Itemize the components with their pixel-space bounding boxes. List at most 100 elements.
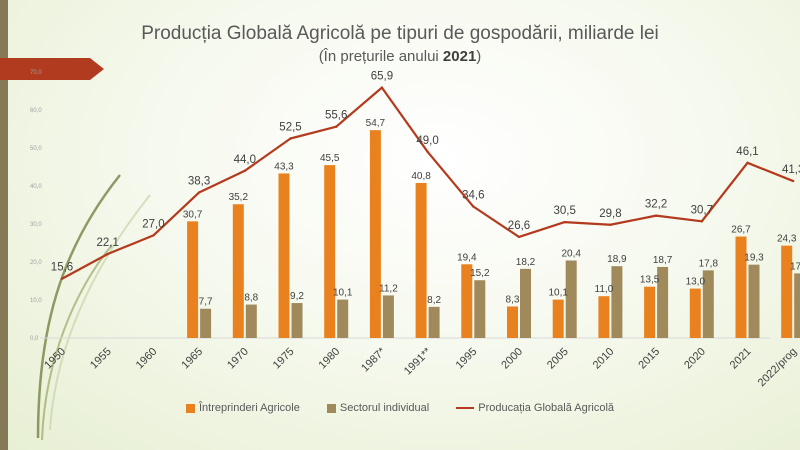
data-label-enterprises: 11,0 xyxy=(595,284,614,295)
bar-enterprises xyxy=(278,173,290,338)
data-label-total: 38,3 xyxy=(188,175,210,187)
data-label-individual: 9,2 xyxy=(290,291,304,302)
y-tick-label: 0,0 xyxy=(30,336,39,342)
data-label-total: 22,1 xyxy=(97,237,119,249)
legend-swatch-enterprises xyxy=(185,403,195,413)
y-tick-label: 20,0 xyxy=(30,260,42,266)
data-label-enterprises: 8,3 xyxy=(506,294,520,305)
data-label-enterprises: 45,5 xyxy=(320,153,340,164)
line-point-total xyxy=(289,137,292,140)
bar-individual xyxy=(200,308,212,338)
y-tick-label: 50,0 xyxy=(30,146,42,152)
line-point-total xyxy=(60,277,64,280)
x-tick-label: 1995 xyxy=(454,346,480,372)
line-point-total xyxy=(792,179,795,183)
bar-individual xyxy=(428,306,440,338)
bar-individual xyxy=(520,268,531,338)
left-accent-bar xyxy=(0,0,8,450)
bar-enterprises xyxy=(187,221,199,338)
line-point-total xyxy=(472,205,475,208)
legend-label-total: Producația Globală Agricolă xyxy=(478,402,615,415)
title-banner-arrow xyxy=(0,58,104,80)
line-point-total xyxy=(197,191,201,194)
data-label-total: 27,0 xyxy=(142,218,164,230)
x-tick-label: 2022/prog xyxy=(756,346,800,390)
line-point-total xyxy=(106,252,109,256)
x-tick-label: 1991** xyxy=(402,345,434,377)
data-label-total: 52,5 xyxy=(279,122,301,134)
legend-label-individual: Sectorul individual xyxy=(339,402,430,415)
data-label-enterprises: 13,5 xyxy=(640,275,660,286)
data-label-total: 30,7 xyxy=(691,204,713,216)
legend-label-enterprises: Întreprinderi Agricole xyxy=(198,402,300,415)
data-label-individual: 7,7 xyxy=(199,297,213,308)
bar-individual xyxy=(474,280,486,338)
x-tick-label: 1965 xyxy=(179,346,205,372)
bar-enterprises xyxy=(644,286,656,338)
bar-individual xyxy=(382,295,394,338)
data-label-individual: 19,3 xyxy=(744,253,764,264)
line-point-total xyxy=(654,214,658,217)
data-label-total: 32,2 xyxy=(645,199,667,211)
legend-line-total xyxy=(456,407,475,410)
bar-individual xyxy=(611,266,623,338)
data-label-enterprises: 19,4 xyxy=(457,252,477,263)
data-label-individual: 17,8 xyxy=(699,258,719,269)
y-tick-label: 30,0 xyxy=(30,222,42,228)
line-point-total xyxy=(746,161,749,165)
bar-enterprises xyxy=(689,288,701,338)
bar-enterprises xyxy=(781,245,793,338)
vine-decoration xyxy=(41,244,113,441)
x-tick-label: 1987* xyxy=(359,345,388,374)
y-tick-label: 70,0 xyxy=(30,70,42,76)
data-label-individual: 18,2 xyxy=(516,257,536,268)
bar-individual xyxy=(702,270,714,338)
data-label-enterprises: 13,0 xyxy=(686,277,706,288)
subtitle-year: 2021 xyxy=(442,48,477,65)
data-label-individual: 17,0 xyxy=(790,261,800,272)
data-label-enterprises: 26,7 xyxy=(731,225,751,236)
y-tick-label: 40,0 xyxy=(30,184,42,190)
bar-enterprises xyxy=(415,182,427,338)
x-tick-label: 2021 xyxy=(728,346,754,372)
data-label-total: 34,6 xyxy=(462,190,484,202)
data-label-individual: 18,7 xyxy=(653,255,673,266)
x-tick-label: 2005 xyxy=(545,346,571,372)
data-label-enterprises: 54,7 xyxy=(366,118,386,129)
y-tick-label: 60,0 xyxy=(30,108,42,114)
data-label-total: 49,0 xyxy=(416,135,438,147)
bar-enterprises xyxy=(461,264,473,338)
data-label-total: 46,1 xyxy=(736,146,758,158)
bar-individual xyxy=(657,266,669,338)
subtitle-suffix: ) xyxy=(476,48,482,65)
vine-decoration xyxy=(49,194,151,431)
data-label-individual: 8,2 xyxy=(427,295,441,306)
chart-title: Producția Globală Agricolă pe tipuri de … xyxy=(0,22,800,68)
line-point-total xyxy=(243,169,246,172)
x-tick-label: 2000 xyxy=(499,346,525,372)
bar-enterprises xyxy=(598,296,610,338)
line-point-total xyxy=(426,150,429,153)
line-point-total xyxy=(335,125,338,128)
legend: Întreprinderi Agricole Sectorul individu… xyxy=(0,402,800,414)
line-point-total xyxy=(700,220,703,223)
bar-individual xyxy=(245,304,257,338)
data-label-total: 30,5 xyxy=(554,205,576,217)
bar-individual xyxy=(337,299,349,338)
x-tick-label: 2015 xyxy=(636,346,662,372)
legend-item-individual: Sectorul individual xyxy=(326,402,430,415)
x-tick-label: 1980 xyxy=(317,346,343,372)
x-tick-label: 1975 xyxy=(271,346,297,372)
bar-individual xyxy=(565,260,577,338)
line-point-total xyxy=(152,234,155,237)
title-main: Producția Globală Agricolă pe tipuri de … xyxy=(141,23,659,44)
data-label-total: 29,8 xyxy=(599,208,621,220)
bar-enterprises xyxy=(552,299,564,338)
bar-enterprises xyxy=(735,236,747,338)
title-subtitle: (În prețurile anului 2021) xyxy=(0,46,800,68)
data-label-individual: 15,2 xyxy=(470,268,490,279)
data-label-enterprises: 35,2 xyxy=(229,192,249,203)
bar-individual xyxy=(794,273,800,338)
